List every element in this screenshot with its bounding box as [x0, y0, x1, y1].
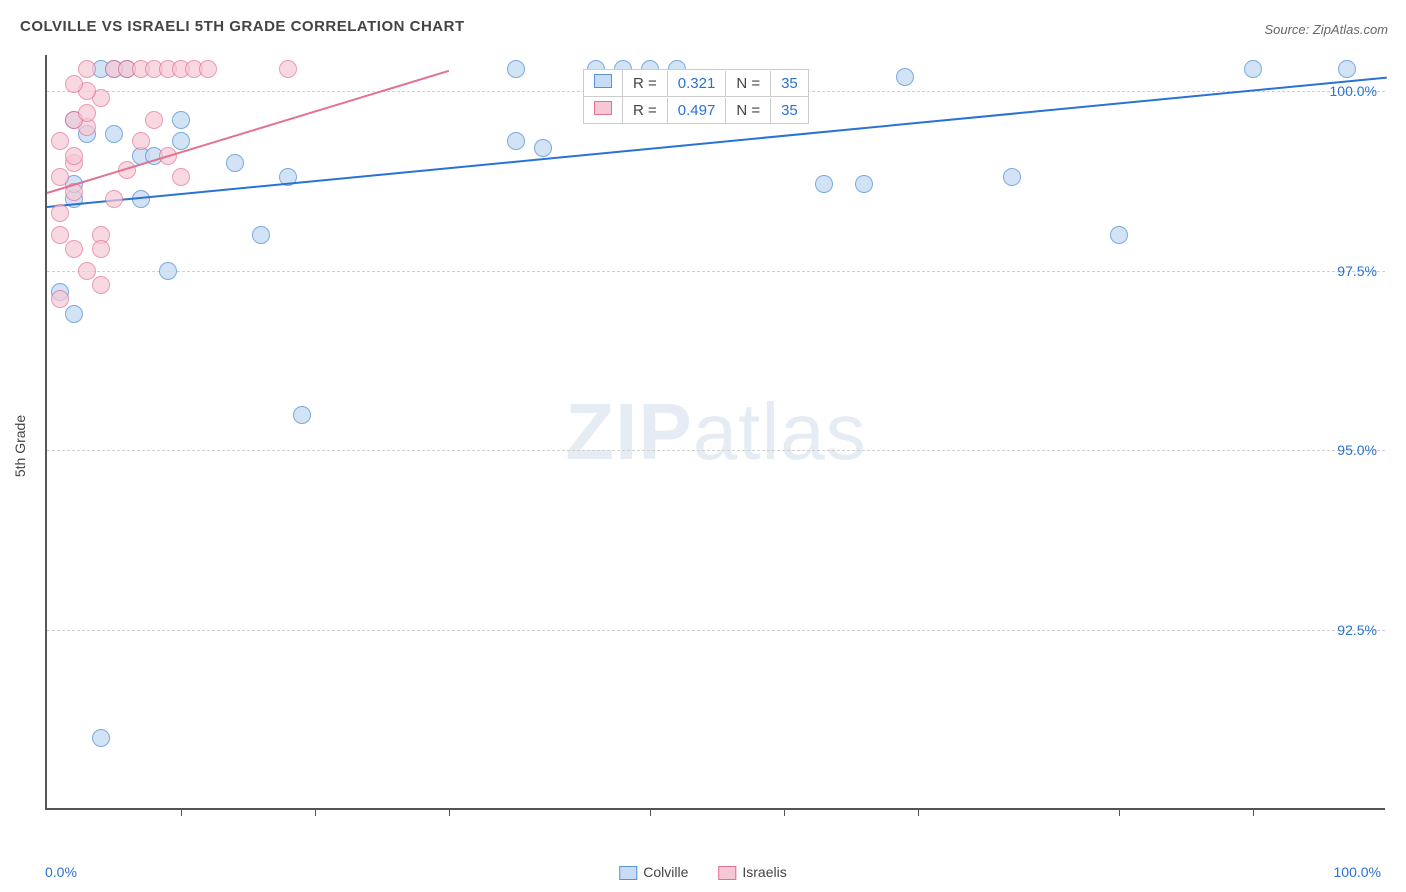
x-axis-max-label: 100.0% — [1334, 864, 1381, 880]
data-point — [65, 305, 83, 323]
data-point — [78, 262, 96, 280]
x-tick-mark — [1253, 808, 1254, 816]
data-point — [92, 240, 110, 258]
x-tick-mark — [1119, 808, 1120, 816]
data-point — [1338, 60, 1356, 78]
legend-label: Israelis — [742, 864, 786, 880]
x-tick-mark — [315, 808, 316, 816]
data-point — [65, 75, 83, 93]
legend-swatch — [619, 866, 637, 880]
legend-label: Colville — [643, 864, 688, 880]
stats-row: R =0.321N =35 — [584, 70, 808, 97]
data-point — [65, 240, 83, 258]
y-axis-label: 5th Grade — [12, 415, 28, 477]
x-tick-mark — [784, 808, 785, 816]
data-point — [92, 729, 110, 747]
data-point — [172, 168, 190, 186]
stats-row: R =0.497N =35 — [584, 97, 808, 123]
y-tick-label: 92.5% — [1337, 622, 1377, 638]
x-axis-min-label: 0.0% — [45, 864, 77, 880]
gridline — [47, 630, 1385, 631]
data-point — [226, 154, 244, 172]
data-point — [51, 168, 69, 186]
data-point — [51, 290, 69, 308]
data-point — [51, 204, 69, 222]
stats-box: R =0.321N =35R =0.497N =35 — [583, 69, 809, 124]
legend-swatch — [718, 866, 736, 880]
n-label: N = — [726, 71, 771, 96]
plot-area: ZIPatlas 92.5% 95.0% 97.5% 100.0% R =0.321N … — [45, 55, 1385, 810]
data-point — [896, 68, 914, 86]
legend-swatch — [594, 74, 612, 88]
data-point — [159, 262, 177, 280]
n-value: 35 — [771, 98, 808, 123]
data-point — [1003, 168, 1021, 186]
data-point — [252, 226, 270, 244]
r-value: 0.321 — [668, 71, 727, 96]
x-tick-mark — [918, 808, 919, 816]
data-point — [534, 139, 552, 157]
data-point — [92, 276, 110, 294]
data-point — [507, 132, 525, 150]
gridline — [47, 271, 1385, 272]
data-point — [172, 111, 190, 129]
data-point — [51, 132, 69, 150]
gridline — [47, 450, 1385, 451]
data-point — [65, 147, 83, 165]
data-point — [78, 60, 96, 78]
y-tick-label: 100.0% — [1330, 83, 1377, 99]
y-tick-label: 95.0% — [1337, 442, 1377, 458]
legend-item: Colville — [619, 864, 688, 880]
data-point — [199, 60, 217, 78]
n-value: 35 — [771, 71, 808, 96]
data-point — [132, 132, 150, 150]
watermark: ZIPatlas — [565, 386, 866, 478]
data-point — [1244, 60, 1262, 78]
x-tick-mark — [449, 808, 450, 816]
data-point — [145, 111, 163, 129]
chart-title: COLVILLE VS ISRAELI 5TH GRADE CORRELATIO… — [20, 18, 465, 35]
data-point — [105, 125, 123, 143]
x-tick-mark — [181, 808, 182, 816]
data-point — [279, 60, 297, 78]
data-point — [105, 190, 123, 208]
data-point — [815, 175, 833, 193]
legend: Colville Israelis — [619, 864, 786, 880]
x-tick-mark — [650, 808, 651, 816]
r-value: 0.497 — [668, 98, 727, 123]
data-point — [78, 104, 96, 122]
r-label: R = — [623, 71, 668, 96]
source-attribution: Source: ZipAtlas.com — [1264, 22, 1388, 37]
data-point — [51, 226, 69, 244]
data-point — [1110, 226, 1128, 244]
chart-container: COLVILLE VS ISRAELI 5TH GRADE CORRELATIO… — [0, 0, 1406, 892]
data-point — [172, 132, 190, 150]
data-point — [855, 175, 873, 193]
legend-item: Israelis — [718, 864, 786, 880]
r-label: R = — [623, 98, 668, 123]
legend-swatch — [594, 101, 612, 115]
n-label: N = — [726, 98, 771, 123]
y-tick-label: 97.5% — [1337, 263, 1377, 279]
data-point — [293, 406, 311, 424]
data-point — [507, 60, 525, 78]
